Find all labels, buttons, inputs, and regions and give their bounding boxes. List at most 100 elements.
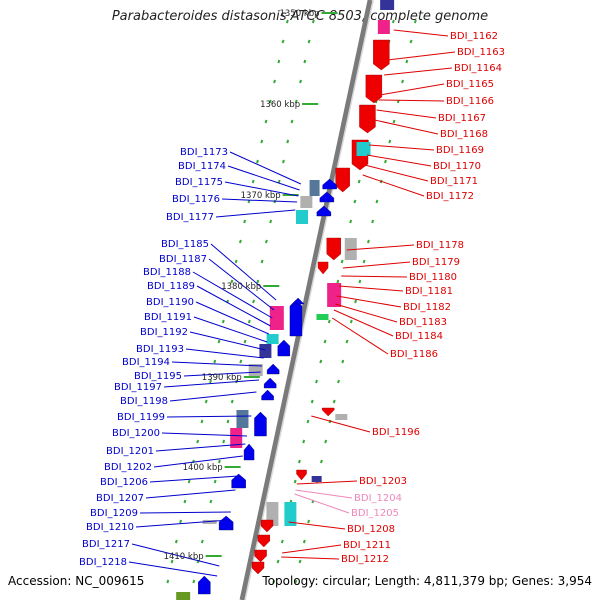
reverse-gene-arrow [257,534,270,548]
leader-line [131,543,220,567]
reverse-gene-label: BDI_1208 [347,524,395,535]
scale-label: 1390 kbp [202,373,242,383]
track-tick [391,19,395,24]
reverse-gene-arrow [260,519,274,533]
leader-line [288,521,346,530]
reverse-gene-label: BDI_1169 [436,145,484,156]
forward-gene-label: BDI_1193 [136,344,184,355]
forward-gene-label: BDI_1194 [122,357,170,368]
features-layer [176,0,395,600]
leader-line [224,181,299,197]
leader-line [210,243,277,301]
forward-gene-arrow [316,205,332,217]
gene-block [259,344,272,358]
leader-line [342,261,411,269]
reverse-gene-label: BDI_1211 [343,540,391,551]
track-tick [273,79,277,84]
track-tick [357,179,361,184]
track-tick [405,59,409,64]
track-tick [332,399,336,404]
gene-block [335,414,348,420]
scale-label: 1400 kbp [183,463,223,473]
track-tick [269,219,273,224]
leader-line [189,331,266,351]
track-tick [294,579,298,584]
track-tick [294,99,298,104]
track-tick [302,439,306,444]
forward-gene-label: BDI_1202 [104,462,152,473]
track-tick [324,439,328,444]
track-tick [285,19,289,24]
forward-gene-label: BDI_1200 [112,428,160,439]
track-tick [392,119,396,124]
forward-gene-label: BDI_1210 [86,522,134,533]
leader-line [183,371,261,377]
forward-gene-label: BDI_1190 [146,297,194,308]
reverse-gene-label: BDI_1204 [354,493,402,504]
forward-gene-arrow [291,297,305,305]
reverse-gene-label: BDI_1168 [440,129,488,140]
track-tick [349,319,353,324]
gene-block [236,410,249,428]
leader-line [185,348,264,359]
forward-gene-label: BDI_1192 [140,327,188,338]
reverse-gene-label: BDI_1171 [430,176,478,187]
track-tick [297,459,301,464]
gene-block [380,0,395,10]
track-tick [204,399,208,404]
gene-block [269,306,284,330]
forward-gene-label: BDI_1177 [166,212,214,223]
leader-line [153,455,243,468]
forward-gene-label: BDI_1175 [175,177,223,188]
leader-line [296,480,358,485]
reverse-gene-label: BDI_1212 [341,554,389,565]
track-tick [230,279,234,284]
track-tick [196,439,200,444]
reverse-gene-arrow [317,261,329,275]
reverse-gene-arrow [359,104,376,134]
track-tick [166,579,170,584]
track-tick [354,299,358,304]
forward-gene-arrow [319,191,335,203]
forward-gene-label: BDI_1188 [143,267,191,278]
reverse-gene-arrow [365,74,383,104]
leader-line [169,391,257,402]
leader-line [195,301,270,335]
scale-label: 1380 kbp [221,282,261,292]
leader-line [362,174,425,197]
forward-gene-label: BDI_1185 [161,239,209,250]
track-tick [375,199,379,204]
forward-gene-arrow [266,363,280,375]
backbone-layer [239,0,374,600]
leader-line [281,556,340,560]
track-tick [260,139,264,144]
track-tick [337,379,340,384]
leader-line [163,379,260,388]
track-tick [213,479,217,484]
gene-block [202,520,217,524]
gene-block [344,238,357,260]
track-tick [384,159,387,164]
track-tick [170,559,174,564]
track-tick [268,99,272,104]
forward-gene-label: BDI_1199 [117,412,165,423]
reverse-gene-label: BDI_1172 [426,191,474,202]
track-tick [319,459,323,464]
forward-gene-label: BDI_1198 [120,396,168,407]
track-tick [256,279,260,284]
track-tick [286,139,290,144]
reverse-gene-label: BDI_1164 [454,63,502,74]
track-tick [256,159,259,164]
track-tick [192,579,196,584]
leader-line [311,415,371,433]
forward-gene-label: BDI_1189 [147,281,195,292]
leader-line [166,415,252,418]
leader-line [374,119,439,135]
track-tick [307,519,311,524]
forward-gene-label: BDI_1191 [144,312,192,323]
track-tick [183,499,187,504]
forward-gene-label: BDI_1197 [114,382,162,393]
forward-gene-arrow [198,575,211,595]
track-tick [234,259,238,264]
